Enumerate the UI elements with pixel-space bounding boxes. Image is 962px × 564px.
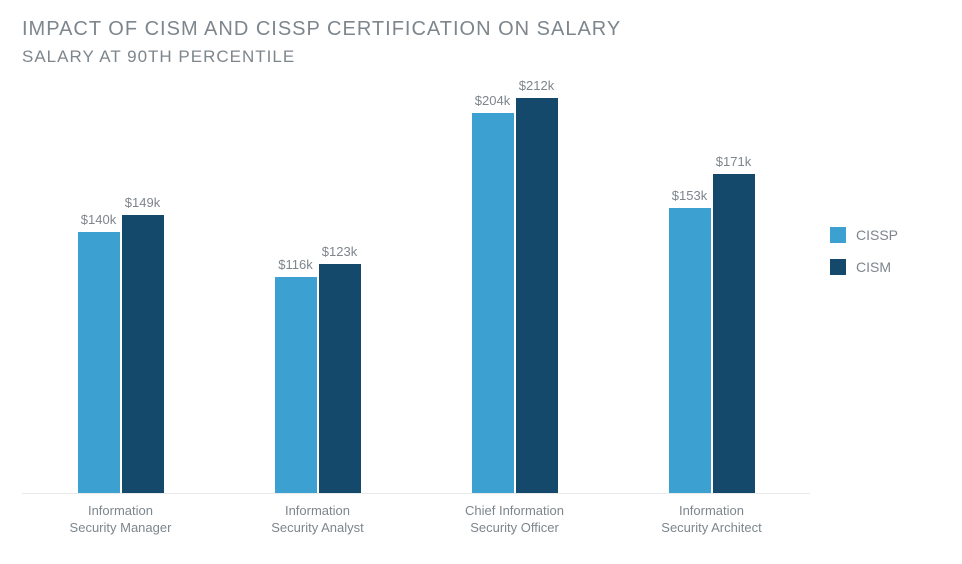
bar-value-label: $116k bbox=[278, 257, 312, 272]
bar-group: $153k$171kInformationSecurity Architect bbox=[613, 97, 810, 537]
legend-item-cissp: CISSP bbox=[830, 227, 940, 243]
bar-cism: $149k bbox=[122, 215, 164, 493]
chart-container: $140k$149kInformationSecurity Manager$11… bbox=[22, 97, 940, 537]
legend: CISSP CISM bbox=[810, 97, 940, 291]
bar-cissp: $140k bbox=[78, 232, 120, 493]
bar-value-label: $140k bbox=[81, 212, 116, 227]
bar-value-label: $153k bbox=[672, 188, 707, 203]
bars-zone: $204k$212k bbox=[416, 97, 613, 494]
bar-value-label: $149k bbox=[125, 195, 160, 210]
bars-zone: $116k$123k bbox=[219, 97, 416, 494]
legend-swatch bbox=[830, 259, 846, 275]
bar-value-label: $123k bbox=[322, 244, 357, 259]
bar-value-label: $171k bbox=[716, 154, 751, 169]
category-label: InformationSecurity Architect bbox=[661, 502, 761, 537]
bar-cissp: $116k bbox=[275, 277, 317, 493]
legend-label: CISSP bbox=[856, 227, 898, 243]
bar-cism: $123k bbox=[319, 264, 361, 493]
bar-group: $140k$149kInformationSecurity Manager bbox=[22, 97, 219, 537]
legend-label: CISM bbox=[856, 259, 891, 275]
bar-cism: $171k bbox=[713, 174, 755, 493]
bar-cissp: $204k bbox=[472, 113, 514, 493]
bar-cism: $212k bbox=[516, 98, 558, 493]
legend-swatch bbox=[830, 227, 846, 243]
legend-item-cism: CISM bbox=[830, 259, 940, 275]
chart-title: IMPACT OF CISM AND CISSP CERTIFICATION O… bbox=[22, 18, 940, 41]
bar-group: $204k$212k Chief InformationSecurity Offi… bbox=[416, 97, 613, 537]
chart-subtitle: SALARY AT 90TH PERCENTILE bbox=[22, 47, 940, 67]
bars-zone: $140k$149k bbox=[22, 97, 219, 494]
bar-value-label: $204k bbox=[475, 93, 510, 108]
category-label: InformationSecurity Manager bbox=[70, 502, 172, 537]
category-label: Chief InformationSecurity Officer bbox=[465, 502, 564, 537]
bar-group: $116k$123kInformationSecurity Analyst bbox=[219, 97, 416, 537]
category-label: InformationSecurity Analyst bbox=[271, 502, 364, 537]
plot-area: $140k$149kInformationSecurity Manager$11… bbox=[22, 97, 810, 537]
bar-cissp: $153k bbox=[669, 208, 711, 493]
bars-zone: $153k$171k bbox=[613, 97, 810, 494]
bar-value-label: $212k bbox=[519, 78, 554, 93]
